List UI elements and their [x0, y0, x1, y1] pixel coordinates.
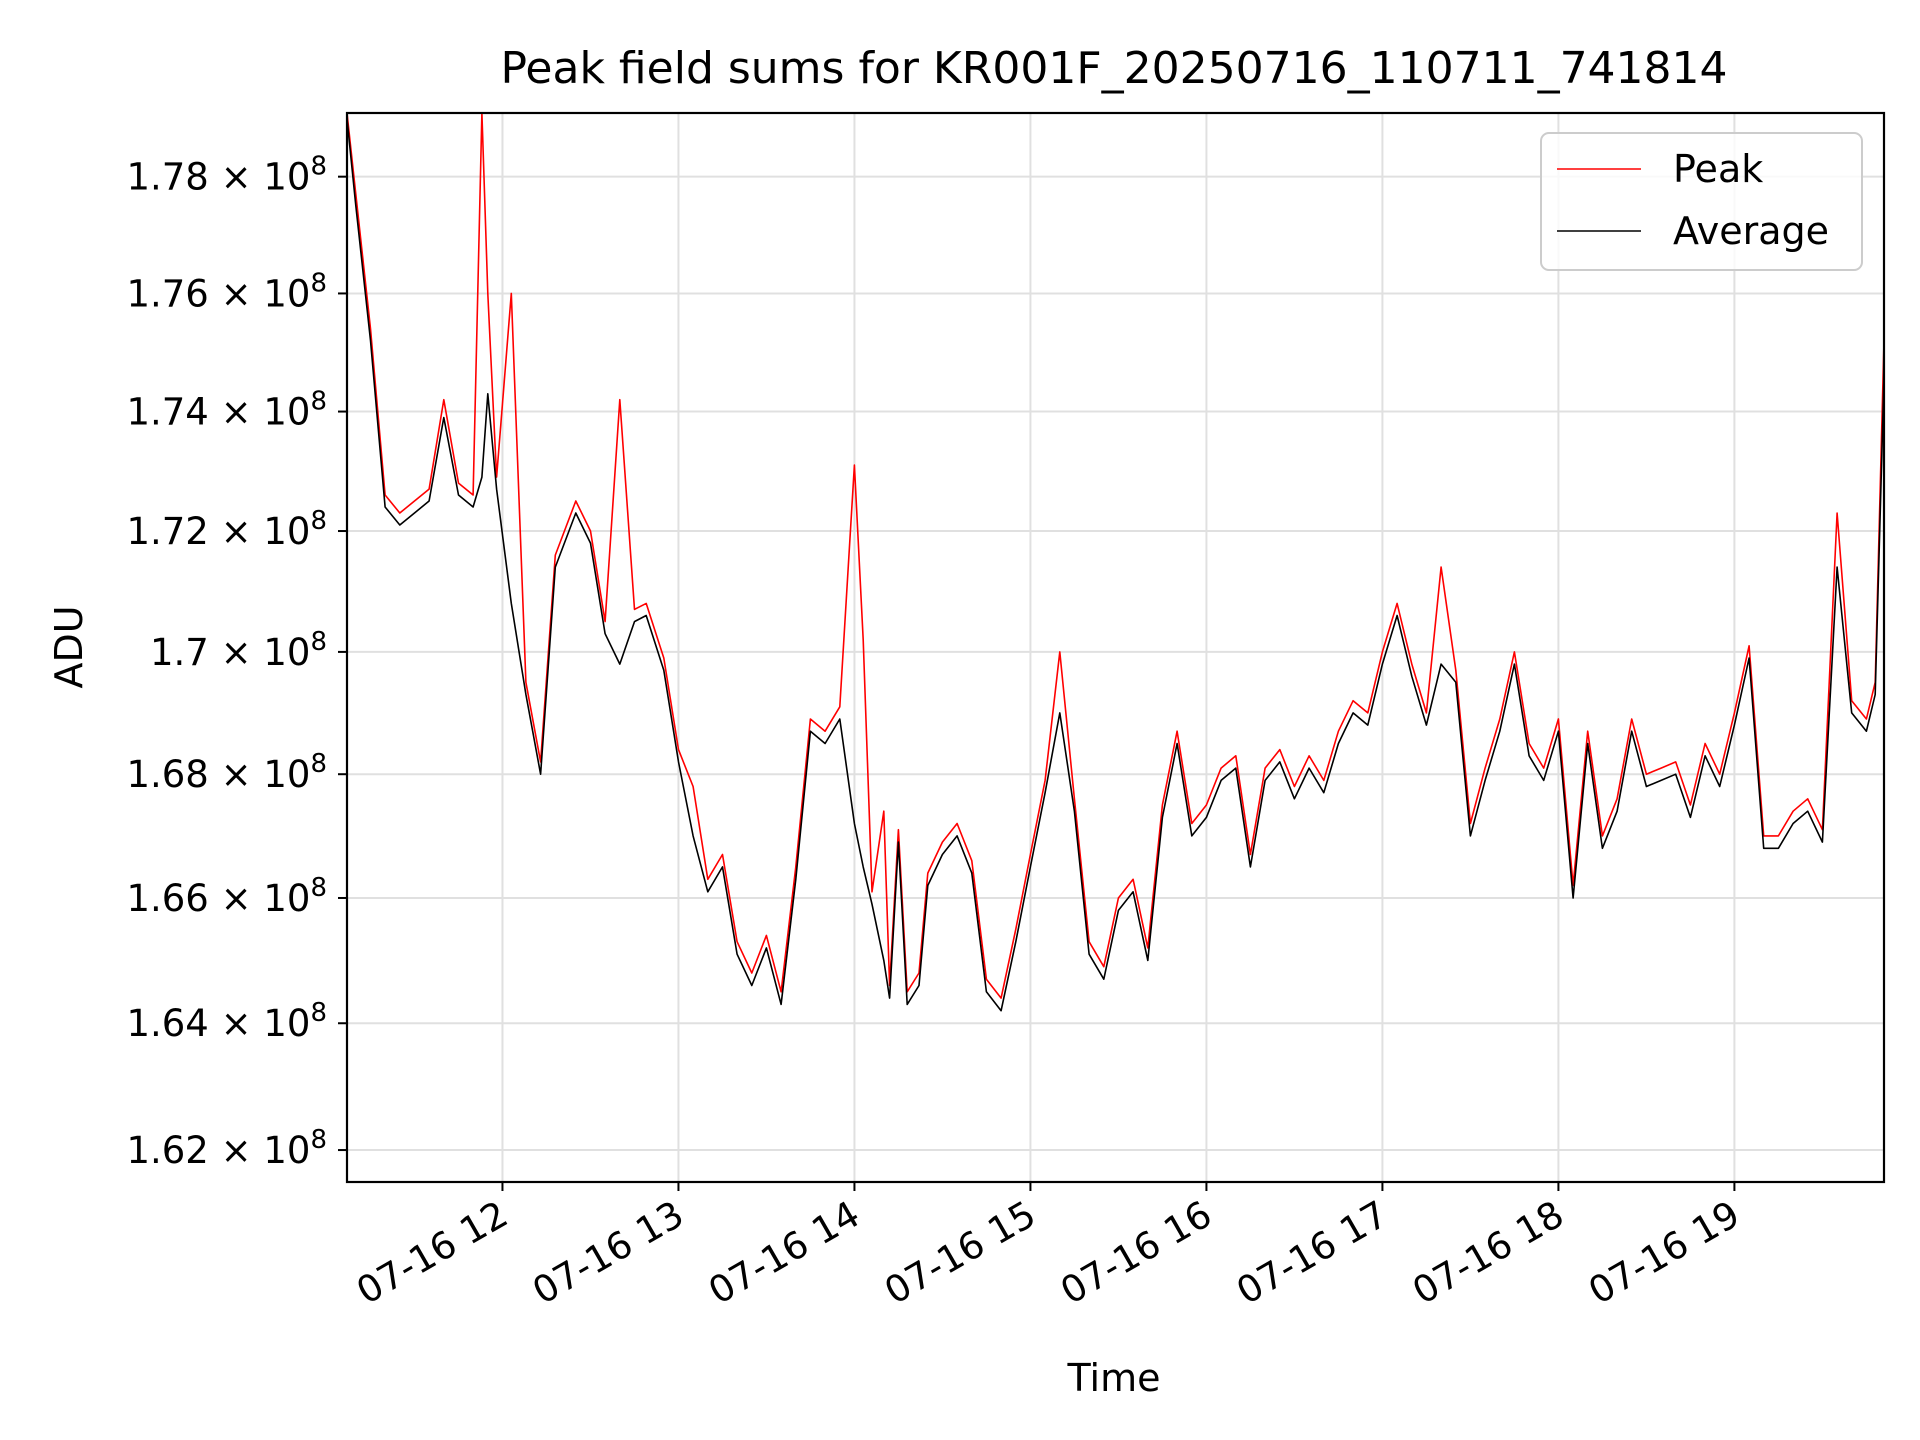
y-tick-mantissa: 1.74	[126, 391, 208, 434]
y-tick-label: 1.68 × 108	[126, 749, 327, 796]
x-tick-label: 07-16 17	[1229, 1193, 1395, 1313]
y-tick-exponent: 8	[310, 1125, 327, 1155]
y-tick-times: ×	[209, 631, 264, 674]
x-axis: 07-16 12 07-16 13 07-16 14 07-16 15 07-16 16…	[349, 1182, 1747, 1313]
y-tick-label: 1.7 × 108	[150, 627, 327, 674]
x-tick-label: 07-16 14	[701, 1193, 867, 1313]
y-tick-base: 10	[263, 391, 310, 434]
y-tick-base: 10	[263, 753, 310, 796]
y-tick-times: ×	[209, 1002, 264, 1045]
y-tick-exponent: 8	[310, 627, 327, 657]
legend-label-peak: Peak	[1673, 147, 1763, 191]
y-tick-mantissa: 1.64	[126, 1002, 208, 1045]
y-tick-mantissa: 1.66	[126, 877, 208, 920]
x-tick-label: 07-16 19	[1581, 1193, 1747, 1313]
y-tick-mantissa: 1.76	[126, 272, 208, 315]
y-tick-base: 10	[263, 510, 310, 553]
y-tick-label: 1.66 × 108	[126, 873, 327, 920]
legend-label-average: Average	[1673, 209, 1829, 253]
y-tick-times: ×	[209, 272, 264, 315]
y-tick-times: ×	[209, 156, 264, 199]
x-tick-label: 07-16 15	[877, 1193, 1043, 1313]
y-tick-exponent: 8	[310, 387, 327, 417]
y-tick-times: ×	[209, 391, 264, 434]
y-tick-times: ×	[209, 1129, 264, 1172]
y-tick-label: 1.74 × 108	[126, 387, 327, 434]
legend-box	[1540, 132, 1863, 271]
y-tick-base: 10	[263, 1129, 310, 1172]
y-tick-exponent: 8	[310, 998, 327, 1028]
y-tick-base: 10	[263, 272, 310, 315]
x-tick-label: 07-16 12	[349, 1193, 515, 1313]
plot-frame	[345, 111, 1886, 1184]
y-tick-times: ×	[209, 510, 264, 553]
y-tick-base: 10	[263, 877, 310, 920]
x-tick-label: 07-16 18	[1405, 1193, 1571, 1313]
chart-title: Peak field sums for KR001F_20250716_1107…	[500, 43, 1727, 94]
y-tick-exponent: 8	[310, 152, 327, 182]
y-tick-exponent: 8	[310, 506, 327, 536]
y-tick-label: 1.78 × 108	[126, 152, 327, 199]
y-tick-times: ×	[209, 877, 264, 920]
grid	[347, 113, 1884, 1182]
y-axis-label: ADU	[47, 605, 91, 688]
legend: Peak Average	[1540, 132, 1863, 271]
y-tick-label: 1.64 × 108	[126, 998, 327, 1045]
y-tick-exponent: 8	[310, 873, 327, 903]
y-tick-label: 1.72 × 108	[126, 506, 327, 553]
y-tick-mantissa: 1.68	[126, 753, 208, 796]
series-line-peak	[346, 112, 1885, 999]
y-tick-exponent: 8	[310, 268, 327, 298]
y-tick-base: 10	[263, 156, 310, 199]
y-tick-times: ×	[209, 753, 264, 796]
y-tick-base: 10	[263, 631, 310, 674]
plot-background	[347, 113, 1884, 1182]
series-lines	[346, 112, 1885, 1012]
x-axis-label: Time	[1067, 1356, 1161, 1400]
x-tick-label: 07-16 13	[525, 1193, 691, 1313]
plot-area	[345, 111, 1886, 1184]
y-tick-exponent: 8	[310, 749, 327, 779]
y-tick-base: 10	[263, 1002, 310, 1045]
y-tick-label: 1.76 × 108	[126, 268, 327, 315]
y-tick-mantissa: 1.72	[126, 510, 208, 553]
y-tick-mantissa: 1.78	[126, 156, 208, 199]
y-tick-mantissa: 1.7	[150, 631, 209, 674]
series-line-average	[346, 118, 1885, 1012]
y-tick-label: 1.62 × 108	[126, 1125, 327, 1172]
y-tick-mantissa: 1.62	[126, 1129, 208, 1172]
x-tick-label: 07-16 16	[1053, 1193, 1219, 1313]
